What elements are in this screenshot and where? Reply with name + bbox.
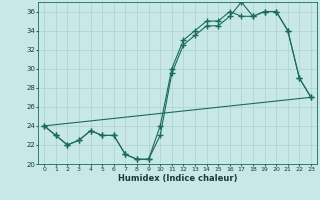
X-axis label: Humidex (Indice chaleur): Humidex (Indice chaleur) bbox=[118, 174, 237, 183]
